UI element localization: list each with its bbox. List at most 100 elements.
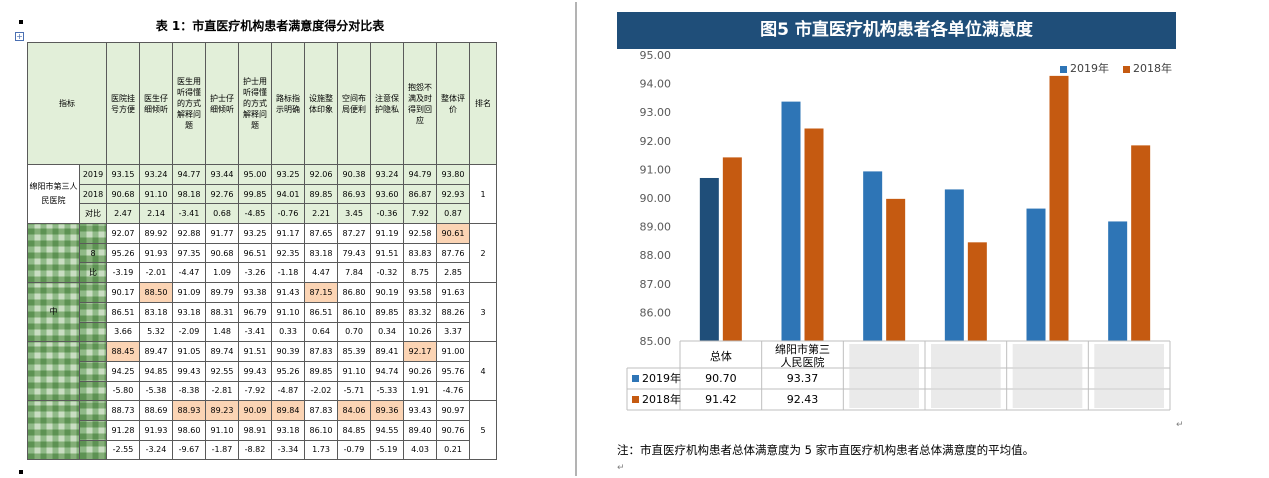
table-row: 88.73 88.69 88.93 89.23 90.09 89.84 87.83 84.06…: [27, 400, 497, 461]
value-cell: 92.93: [436, 183, 470, 205]
value-cell: 1.48: [205, 321, 239, 343]
redacted-block: [1094, 344, 1164, 408]
value-cell: 89.85: [370, 301, 404, 323]
bar-2018: [1049, 75, 1069, 342]
y-tick-label: 85.00: [640, 335, 672, 348]
value-cell: 99.43: [172, 360, 206, 382]
value-cell: 94.85: [139, 360, 173, 382]
value-cell: -1.87: [205, 439, 239, 461]
row-label-cell: [79, 360, 107, 382]
value-cell: 94.79: [403, 164, 437, 185]
unit-name-cell: [27, 400, 80, 461]
value-cell: 0.34: [370, 321, 404, 343]
value-cell: 94.77: [172, 164, 206, 185]
value-cell: 92.88: [172, 223, 206, 244]
value-cell: 88.50: [139, 282, 173, 303]
row-label-cell: [79, 380, 107, 402]
table-row: 91.28 91.93 98.60 91.10 98.91 93.18 86.10 84.85…: [28, 419, 497, 441]
value-cell: -0.79: [337, 439, 371, 461]
value-cell: 86.10: [304, 419, 338, 441]
value-cell: 89.41: [370, 341, 404, 362]
legend-swatch-2018: [1123, 65, 1130, 73]
value-cell: 93.58: [403, 282, 437, 303]
value-cell: -3.19: [106, 262, 140, 284]
value-cell: 93.60: [370, 183, 404, 205]
legend-label-2019: 2019年: [1070, 62, 1109, 75]
value-cell: 95.00: [238, 164, 272, 185]
value-cell: 91.93: [139, 242, 173, 264]
value-cell: 90.17: [106, 282, 140, 303]
value-cell: 2.85: [436, 262, 470, 284]
value-cell: 89.92: [139, 223, 173, 244]
table-value: 91.42: [705, 393, 737, 406]
value-cell: -0.32: [370, 262, 404, 284]
row-label-cell: 2018: [79, 183, 107, 205]
value-cell: 89.84: [271, 400, 305, 421]
table-row: 中 90.17 88.50 91.09 89.79 93.38 91.43 87.15 86.8…: [27, 282, 497, 343]
value-cell: 86.87: [403, 183, 437, 205]
rank-cell: 2: [469, 223, 497, 284]
unit-name-cell: [27, 341, 80, 402]
value-cell: -4.87: [271, 380, 305, 402]
value-cell: 93.18: [271, 419, 305, 441]
table-row: 2018 90.68 91.10 98.18 92.76 99.85 94.01 89.85 8…: [28, 183, 497, 205]
table-anchor-icon[interactable]: +: [15, 32, 24, 41]
y-tick-label: 91.00: [640, 163, 672, 176]
bar-2018: [886, 198, 906, 341]
value-cell: 93.43: [403, 400, 437, 421]
value-cell: 91.51: [238, 341, 272, 362]
value-cell: 86.51: [106, 301, 140, 323]
category-label: 人民医院: [781, 355, 825, 369]
table-title: 表 1：市直医疗机构患者满意度得分对比表: [155, 19, 385, 33]
row-label-cell: 对比: [79, 203, 107, 225]
value-cell: -3.41: [172, 203, 206, 225]
value-cell: 4.47: [304, 262, 338, 284]
value-cell: 93.18: [172, 301, 206, 323]
value-cell: 91.28: [106, 419, 140, 441]
table-row: 94.25 94.85 99.43 92.55 99.43 95.26 89.85 91.10…: [28, 360, 497, 382]
value-cell: -2.09: [172, 321, 206, 343]
column-header: 路标指示明确: [271, 42, 305, 165]
redacted-block: [931, 344, 1001, 408]
row-label-cell: [79, 400, 107, 421]
value-cell: 95.26: [106, 242, 140, 264]
value-cell: 93.15: [106, 164, 140, 185]
chart-title: 图5 市直医疗机构患者各单位满意度: [617, 12, 1176, 49]
table-row: 8 95.26 91.93 97.35 90.68 96.51 92.35 83.18 79.4…: [28, 242, 497, 264]
value-cell: 91.05: [172, 341, 206, 362]
value-cell: 88.31: [205, 301, 239, 323]
table-legend-swatch-2019: [632, 375, 639, 382]
column-header: 医院挂号方便: [106, 42, 140, 165]
value-cell: -2.01: [139, 262, 173, 284]
value-cell: -4.47: [172, 262, 206, 284]
bar-2019: [944, 189, 964, 341]
value-cell: 93.80: [436, 164, 470, 185]
value-cell: 93.25: [238, 223, 272, 244]
bar-2019: [863, 171, 883, 341]
value-cell: 93.24: [370, 164, 404, 185]
value-cell: 7.84: [337, 262, 371, 284]
pane-divider: [575, 2, 577, 476]
column-header: 护士仔细倾听: [205, 42, 239, 165]
value-cell: 94.01: [271, 183, 305, 205]
value-cell: 93.24: [139, 164, 173, 185]
value-cell: 91.19: [370, 223, 404, 244]
score-table: 指标 医院挂号方便 医生仔细倾听 医生用听得懂的方式解释问题 护士仔细倾听 护士用听得懂的…: [27, 42, 497, 461]
value-cell: 91.09: [172, 282, 206, 303]
table-value: 93.37: [787, 372, 819, 385]
value-cell: 2.14: [139, 203, 173, 225]
value-cell: 94.74: [370, 360, 404, 382]
value-cell: 95.26: [271, 360, 305, 382]
value-cell: 91.51: [370, 242, 404, 264]
bar-2019: [1026, 208, 1046, 341]
bar-2018: [967, 242, 987, 341]
chart-note: 注：市直医疗机构患者总体满意度为 5 家市直医疗机构患者总体满意度的平均值。: [617, 443, 1035, 457]
value-cell: -2.02: [304, 380, 338, 402]
rank-cell: 5: [469, 400, 497, 461]
value-cell: 84.85: [337, 419, 371, 441]
value-cell: 90.19: [370, 282, 404, 303]
value-cell: 90.09: [238, 400, 272, 421]
redacted-block: [1012, 344, 1083, 408]
unit-name-cell: 中: [27, 282, 80, 343]
value-cell: 89.85: [304, 360, 338, 382]
